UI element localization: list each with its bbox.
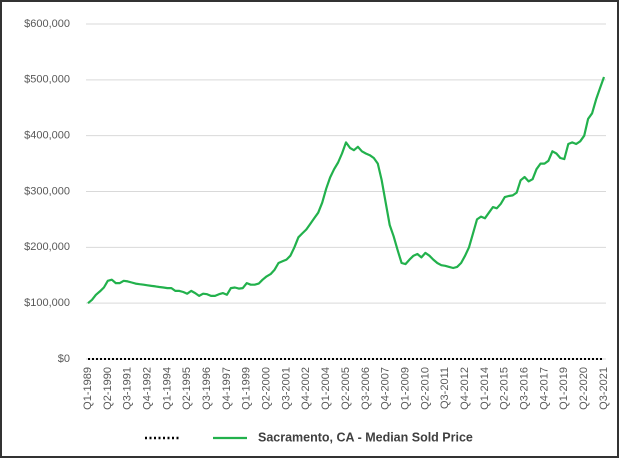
x-tick-label: Q3-2011 <box>439 367 451 409</box>
x-tick-label: Q3-1996 <box>201 367 213 410</box>
y-tick-label: $300,000 <box>24 185 70 197</box>
x-tick-label: Q2-2010 <box>419 367 431 410</box>
x-tick-label: Q2-1995 <box>181 367 193 410</box>
y-tick-label: $0 <box>58 353 70 365</box>
y-tick-label: $100,000 <box>24 297 70 309</box>
x-tick-label: Q3-2006 <box>360 367 372 410</box>
legend-label: Sacramento, CA - Median Sold Price <box>258 430 473 444</box>
x-tick-label: Q3-2016 <box>519 367 531 410</box>
x-tick-label: Q4-2007 <box>380 367 392 410</box>
x-tick-label: Q3-2021 <box>598 367 610 410</box>
x-tick-label: Q1-2014 <box>479 367 491 410</box>
x-tick-label: Q1-1999 <box>241 367 253 410</box>
x-tick-label: Q2-2000 <box>261 367 273 410</box>
x-tick-label: Q1-1994 <box>161 367 173 410</box>
x-tick-label: Q4-2002 <box>300 367 312 410</box>
x-tick-label: Q2-2005 <box>340 367 352 410</box>
x-tick-label: Q1-2019 <box>558 367 570 410</box>
x-tick-label: Q2-2015 <box>499 367 511 410</box>
x-tick-label: Q3-1991 <box>122 367 134 410</box>
y-tick-label: $500,000 <box>24 74 70 86</box>
x-tick-label: Q3-2001 <box>280 367 292 410</box>
y-tick-label: $600,000 <box>24 18 70 30</box>
x-tick-label: Q4-1997 <box>221 367 233 410</box>
x-tick-label: Q4-2012 <box>459 367 471 410</box>
x-tick-label: Q1-2004 <box>320 367 332 410</box>
y-tick-label: $400,000 <box>24 130 70 142</box>
x-tick-label: Q4-2017 <box>538 367 550 410</box>
x-tick-label: Q2-1990 <box>102 367 114 410</box>
x-tick-label: Q4-1992 <box>141 367 153 410</box>
data-line <box>87 76 606 305</box>
x-tick-label: Q1-2009 <box>399 367 411 410</box>
x-tick-label: Q1-1989 <box>82 367 94 410</box>
x-tick-label: Q2-2020 <box>578 367 590 410</box>
y-tick-label: $200,000 <box>24 241 70 253</box>
